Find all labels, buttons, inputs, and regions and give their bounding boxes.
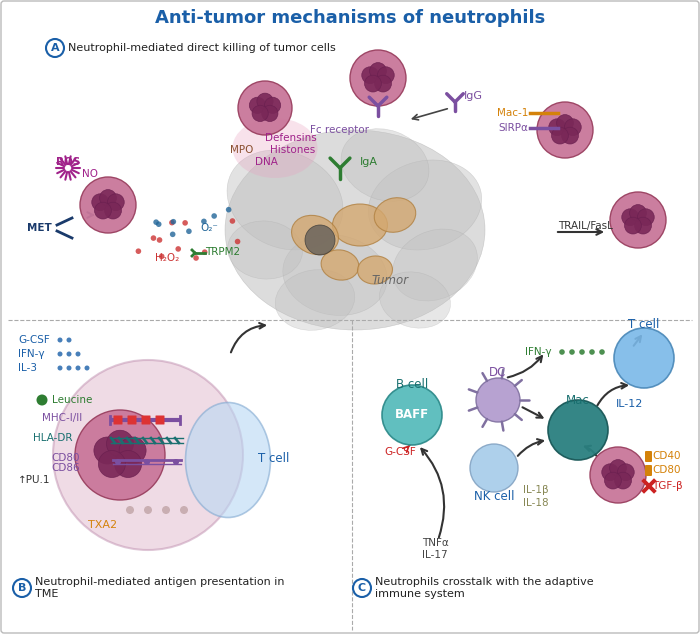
Circle shape bbox=[610, 192, 666, 248]
Circle shape bbox=[556, 115, 573, 131]
Circle shape bbox=[36, 394, 48, 406]
Circle shape bbox=[249, 97, 265, 113]
Circle shape bbox=[370, 63, 386, 79]
Text: DNA: DNA bbox=[255, 157, 278, 167]
Circle shape bbox=[99, 190, 116, 207]
FancyBboxPatch shape bbox=[113, 415, 122, 425]
Text: TGF-β: TGF-β bbox=[652, 481, 682, 491]
Circle shape bbox=[262, 105, 278, 122]
Text: B cell: B cell bbox=[396, 378, 428, 392]
Circle shape bbox=[173, 459, 179, 465]
Text: Anti-tumor mechanisms of neutrophils: Anti-tumor mechanisms of neutrophils bbox=[155, 9, 545, 27]
Text: HLA-DR: HLA-DR bbox=[32, 433, 72, 443]
Circle shape bbox=[80, 177, 136, 233]
Text: CD80: CD80 bbox=[652, 465, 680, 475]
Text: Neutrophil-mediated antigen presentation in
TME: Neutrophil-mediated antigen presentation… bbox=[35, 577, 284, 598]
Circle shape bbox=[66, 365, 71, 370]
Ellipse shape bbox=[186, 403, 270, 517]
Circle shape bbox=[171, 219, 176, 224]
Text: IL-12: IL-12 bbox=[616, 399, 643, 409]
Circle shape bbox=[622, 209, 638, 226]
Circle shape bbox=[156, 221, 162, 227]
Circle shape bbox=[66, 337, 71, 342]
Ellipse shape bbox=[332, 204, 388, 246]
Circle shape bbox=[13, 579, 31, 597]
Text: T cell: T cell bbox=[629, 318, 659, 332]
Circle shape bbox=[153, 219, 159, 225]
Text: O₂⁻: O₂⁻ bbox=[200, 223, 218, 233]
Text: CD40: CD40 bbox=[652, 451, 680, 461]
Circle shape bbox=[193, 256, 199, 261]
Ellipse shape bbox=[321, 250, 359, 280]
Circle shape bbox=[106, 430, 134, 457]
Circle shape bbox=[579, 349, 584, 355]
FancyBboxPatch shape bbox=[141, 415, 150, 425]
Circle shape bbox=[157, 237, 162, 243]
Text: IFN-γ: IFN-γ bbox=[18, 349, 45, 359]
Ellipse shape bbox=[232, 118, 318, 178]
Ellipse shape bbox=[358, 256, 393, 284]
Circle shape bbox=[238, 81, 292, 135]
FancyBboxPatch shape bbox=[155, 415, 164, 425]
Circle shape bbox=[548, 400, 608, 460]
Ellipse shape bbox=[368, 160, 482, 250]
Circle shape bbox=[115, 451, 141, 477]
Circle shape bbox=[552, 127, 568, 144]
Text: G-CSF: G-CSF bbox=[18, 335, 50, 345]
Circle shape bbox=[170, 231, 176, 237]
Circle shape bbox=[230, 218, 235, 224]
Circle shape bbox=[150, 235, 156, 241]
Text: MPO: MPO bbox=[230, 145, 253, 155]
Circle shape bbox=[589, 349, 595, 355]
Text: DC: DC bbox=[489, 365, 507, 378]
Circle shape bbox=[57, 365, 62, 370]
Circle shape bbox=[549, 119, 566, 136]
Circle shape bbox=[94, 437, 121, 464]
Circle shape bbox=[57, 351, 62, 356]
Circle shape bbox=[136, 249, 141, 254]
Circle shape bbox=[107, 194, 124, 210]
FancyBboxPatch shape bbox=[645, 465, 652, 476]
Circle shape bbox=[76, 351, 80, 356]
Circle shape bbox=[350, 50, 406, 106]
Circle shape bbox=[66, 351, 71, 356]
FancyBboxPatch shape bbox=[645, 451, 652, 462]
Circle shape bbox=[374, 75, 391, 92]
Ellipse shape bbox=[228, 221, 302, 279]
Circle shape bbox=[226, 207, 232, 212]
Circle shape bbox=[635, 217, 652, 234]
Text: TXA2: TXA2 bbox=[88, 520, 117, 530]
Circle shape bbox=[377, 67, 394, 84]
Text: C: C bbox=[358, 583, 366, 593]
Text: MHC-I/II: MHC-I/II bbox=[42, 413, 82, 423]
Circle shape bbox=[75, 410, 165, 500]
Circle shape bbox=[126, 506, 134, 514]
Circle shape bbox=[362, 67, 379, 84]
Circle shape bbox=[590, 447, 646, 503]
Text: CD80: CD80 bbox=[52, 453, 80, 463]
Circle shape bbox=[353, 579, 371, 597]
Circle shape bbox=[234, 239, 240, 244]
Circle shape bbox=[159, 254, 164, 259]
Circle shape bbox=[605, 472, 622, 489]
Ellipse shape bbox=[225, 130, 485, 330]
Text: IL-17: IL-17 bbox=[422, 550, 448, 560]
Ellipse shape bbox=[393, 229, 477, 301]
Ellipse shape bbox=[341, 129, 429, 202]
Text: IgA: IgA bbox=[360, 157, 378, 167]
FancyBboxPatch shape bbox=[127, 415, 136, 425]
Circle shape bbox=[201, 219, 206, 224]
Text: NK cell: NK cell bbox=[474, 489, 514, 503]
Circle shape bbox=[382, 385, 442, 445]
Ellipse shape bbox=[275, 269, 355, 330]
Text: B: B bbox=[18, 583, 26, 593]
Circle shape bbox=[559, 349, 565, 355]
Circle shape bbox=[638, 209, 655, 226]
Ellipse shape bbox=[374, 198, 416, 232]
Circle shape bbox=[94, 202, 111, 219]
Circle shape bbox=[169, 220, 175, 226]
Text: MET: MET bbox=[27, 223, 52, 233]
Text: BAFF: BAFF bbox=[395, 408, 429, 422]
Text: ROS: ROS bbox=[56, 157, 80, 167]
